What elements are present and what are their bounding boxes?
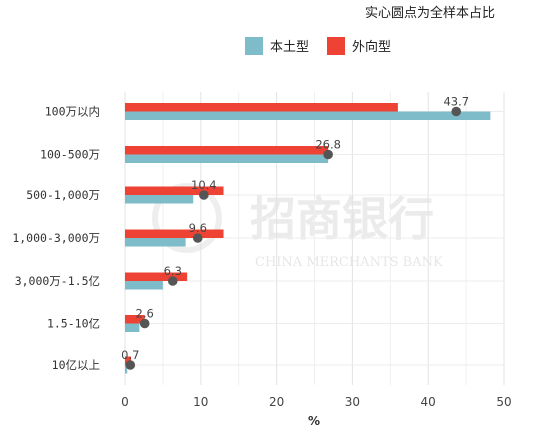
bar-domestic bbox=[125, 154, 329, 163]
legend-swatch-export bbox=[327, 37, 345, 55]
category-label: 1,000-3,000万 bbox=[12, 231, 100, 245]
chart-note: 实心圆点为全样本占比 bbox=[365, 5, 495, 21]
bar-export bbox=[125, 356, 132, 365]
category-label: 3,000万-1.5亿 bbox=[15, 274, 100, 288]
total-sample-label: 9.6 bbox=[189, 221, 207, 235]
bar-domestic bbox=[125, 365, 128, 374]
x-axis-label: % bbox=[308, 414, 320, 428]
category-label: 100-500万 bbox=[40, 148, 100, 162]
total-sample-dot bbox=[167, 276, 178, 286]
legend: 本土型 外向型 bbox=[245, 37, 391, 55]
watermark-emblem bbox=[152, 183, 222, 253]
bar-domestic bbox=[125, 195, 194, 204]
x-tick-label: 50 bbox=[496, 395, 511, 409]
bar-domestic bbox=[125, 111, 491, 120]
category-labels: 100万以内 100-500万 500-1,000万 1,000-3,000万 3,00… bbox=[12, 105, 100, 373]
x-tick-label: 20 bbox=[269, 395, 284, 409]
total-sample-dot bbox=[199, 190, 209, 200]
x-tick-label: 40 bbox=[421, 395, 436, 409]
total-sample-dot bbox=[192, 233, 203, 243]
category-label: 100万以内 bbox=[45, 105, 100, 119]
x-tick-label: 30 bbox=[345, 395, 360, 409]
bars bbox=[125, 103, 491, 374]
bar-export bbox=[125, 315, 145, 324]
watermark-name-cn: 招商银行 bbox=[250, 192, 434, 246]
bar-export bbox=[125, 229, 224, 238]
total-sample-dot bbox=[125, 360, 136, 370]
x-tick-label: 10 bbox=[193, 395, 208, 409]
total-sample-dot bbox=[323, 149, 333, 160]
total-sample-label: 43.7 bbox=[443, 95, 469, 109]
category-label: 10亿以上 bbox=[52, 358, 100, 372]
watermark-name-en: CHINA MERCHANTS BANK bbox=[255, 255, 443, 270]
total-sample-label: 0.7 bbox=[121, 348, 139, 362]
total-sample-label: 6.3 bbox=[164, 264, 182, 278]
legend-swatch-domestic bbox=[245, 37, 263, 55]
watermark-logo: 招商银行 CHINA MERCHANTS BANK bbox=[152, 183, 443, 270]
x-tick-labels: 0 10 20 30 40 50 bbox=[121, 395, 511, 409]
category-label: 500-1,000万 bbox=[26, 188, 100, 202]
bar-domestic bbox=[125, 281, 163, 290]
bar-export bbox=[125, 186, 224, 195]
total-sample-dot bbox=[451, 106, 462, 117]
legend-label-domestic: 本土型 bbox=[270, 40, 309, 55]
bar-export bbox=[125, 146, 329, 155]
total-sample-dot bbox=[139, 318, 150, 329]
legend-label-export: 外向型 bbox=[352, 39, 391, 55]
bar-export bbox=[125, 103, 398, 112]
total-sample-label: 2.6 bbox=[136, 307, 154, 321]
bar-export bbox=[125, 272, 188, 281]
total-sample-label: 26.8 bbox=[315, 138, 341, 152]
dots: 43.7 26.8 10.4 9.6 6.3 2.6 0.7 bbox=[121, 95, 469, 370]
category-label: 1.5-10亿 bbox=[47, 317, 100, 331]
bar-domestic bbox=[125, 323, 140, 332]
x-tick-label: 0 bbox=[121, 395, 129, 409]
bar-domestic bbox=[125, 238, 186, 247]
total-sample-label: 10.4 bbox=[191, 178, 217, 192]
